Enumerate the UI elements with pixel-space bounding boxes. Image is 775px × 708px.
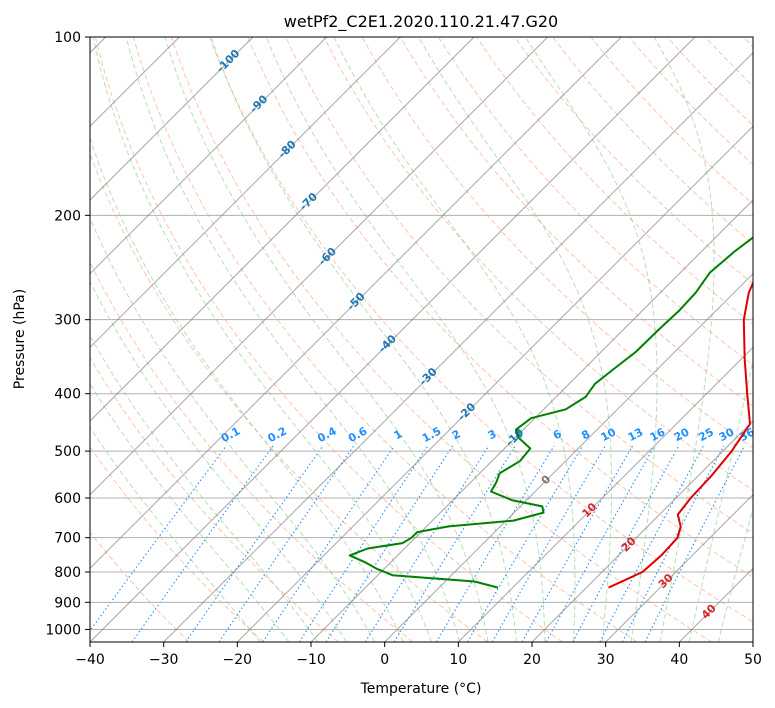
dry-adiabat xyxy=(285,37,753,535)
mixing-ratio-line xyxy=(545,445,656,642)
mixing-ratio-label: 36 xyxy=(737,425,757,444)
moist-adiabat xyxy=(688,358,753,642)
y-tick-label: 500 xyxy=(54,444,81,460)
x-tick-label: −10 xyxy=(296,652,326,668)
x-tick-label: 30 xyxy=(597,652,615,668)
isotherm-line xyxy=(605,493,753,642)
skewed-isotherms xyxy=(90,37,753,642)
mixing-ratio-label: 13 xyxy=(626,425,646,444)
mixing-ratio-line xyxy=(218,445,355,642)
moist-adiabat xyxy=(524,37,658,642)
mixing-ratio-line xyxy=(262,445,395,642)
moist-adiabat xyxy=(90,216,376,642)
x-tick-label: 0 xyxy=(380,652,389,668)
moist-adiabat xyxy=(164,37,489,642)
mixing-ratio-line xyxy=(435,445,555,642)
mixing-ratio-line xyxy=(621,445,725,642)
y-tick-label: 800 xyxy=(54,565,81,581)
moist-adiabat xyxy=(333,37,576,642)
moist-adiabat xyxy=(418,37,613,642)
moist-adiabat xyxy=(90,136,404,642)
x-tick-label: 40 xyxy=(670,652,688,668)
moist-adiabat xyxy=(653,37,715,642)
mixing-ratio-line xyxy=(644,445,746,642)
sounding-profiles xyxy=(348,236,753,589)
mixing-ratio-line xyxy=(325,445,454,642)
dry-adiabat xyxy=(514,37,753,285)
mixing-ratio-label: 30 xyxy=(717,425,737,444)
y-tick-label: 600 xyxy=(54,491,81,507)
temperature-profile xyxy=(608,280,753,589)
dry-adiabat xyxy=(94,37,563,642)
isotherm-line xyxy=(90,37,549,496)
y-tick-label: 400 xyxy=(54,387,81,403)
y-tick-label: 900 xyxy=(54,595,81,611)
y-axis-label: Pressure (hPa) xyxy=(12,289,28,389)
x-axis-label: Temperature (°C) xyxy=(360,681,482,697)
mixing-ratio-line xyxy=(185,445,324,642)
y-tick-label: 1000 xyxy=(45,622,81,638)
isotherm-line xyxy=(384,272,753,642)
mixing-ratio-label: 16 xyxy=(648,425,668,444)
isotherm-line xyxy=(531,420,753,642)
moist-adiabats xyxy=(90,37,753,642)
moist-adiabat xyxy=(90,334,319,642)
x-axis-ticks: −40 −30 −20 −10 0 10 20 30 40 50 xyxy=(75,642,762,668)
isotherm-line xyxy=(310,199,753,642)
y-tick-label: 700 xyxy=(54,531,81,547)
dry-adiabat xyxy=(323,37,753,491)
x-tick-label: 10 xyxy=(449,652,467,668)
moist-adiabat xyxy=(125,37,461,642)
y-tick-label: 300 xyxy=(54,313,81,329)
moist-adiabat xyxy=(90,280,347,642)
mixing-ratio-label: 25 xyxy=(696,425,716,444)
mixing-ratio-line xyxy=(131,445,274,642)
dry-adiabat xyxy=(247,37,753,578)
mixing-ratio-label: 20 xyxy=(672,425,692,444)
dewpoint-profile xyxy=(348,236,753,589)
mixing-ratio-line xyxy=(521,445,633,642)
x-tick-label: 50 xyxy=(744,652,762,668)
dry-adiabat xyxy=(90,531,190,642)
moist-adiabat xyxy=(90,382,290,642)
isotherm-line xyxy=(90,37,475,422)
isotherm-line xyxy=(90,37,622,570)
pressure-gridlines xyxy=(90,37,753,630)
isotherm-line xyxy=(90,37,696,642)
isotherm-line xyxy=(457,346,753,642)
isotherm-line xyxy=(236,125,753,642)
y-axis-ticks: 100 200 300 400 500 600 700 800 900 1000 xyxy=(45,30,90,638)
dry-adiabat xyxy=(399,37,753,407)
chart-title: wetPf2_C2E1.2020.110.21.47.G20 xyxy=(284,12,558,32)
x-tick-label: −40 xyxy=(75,652,105,668)
mixing-ratio-line xyxy=(364,445,490,642)
isotherm-line xyxy=(163,51,753,642)
mixing-ratio-line xyxy=(467,445,584,642)
y-tick-label: 200 xyxy=(54,208,81,224)
isotherm-line xyxy=(90,37,401,349)
moist-adiabat xyxy=(717,506,753,642)
isotherm-line xyxy=(90,37,254,201)
x-tick-label: −20 xyxy=(223,652,253,668)
moist-adiabat xyxy=(92,37,432,642)
x-tick-label: −30 xyxy=(149,652,179,668)
dry-adiabat xyxy=(90,260,414,642)
y-tick-label: 100 xyxy=(54,30,81,46)
axes-frame xyxy=(89,36,754,643)
mixing-ratio-label: 10 xyxy=(599,425,619,444)
isotherm-line xyxy=(90,37,328,275)
x-tick-label: 20 xyxy=(523,652,541,668)
dry-adiabat xyxy=(132,37,638,642)
moist-adiabat xyxy=(210,37,517,642)
mixing-ratio-line xyxy=(298,445,429,642)
moist-adiabat xyxy=(265,37,546,642)
